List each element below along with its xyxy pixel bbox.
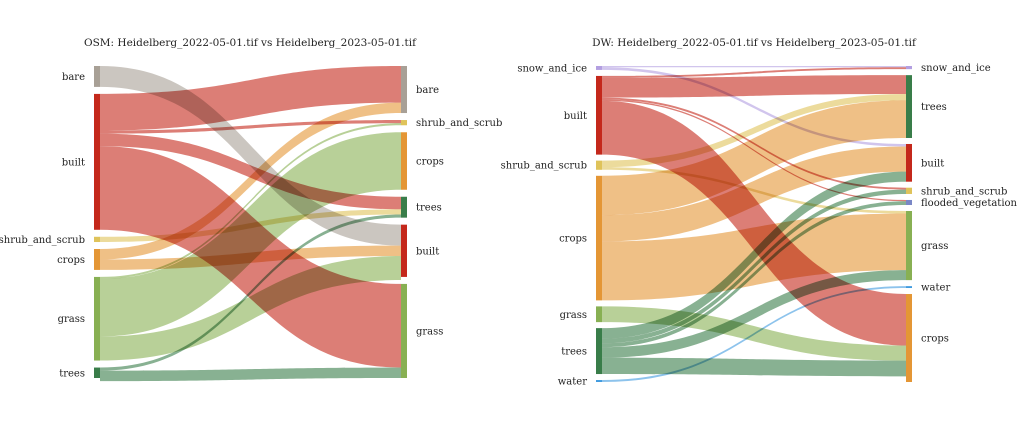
osm-flow-grass-to-crops [100,132,401,337]
osm-target-node-bare [401,66,407,114]
osm-source-node-built [94,93,100,230]
dw-target-label-trees: trees [921,102,947,113]
osm-flow-trees-to-trees [100,214,401,371]
dw-flow-snow-and-ice-to-snow-and-ice [602,66,906,68]
osm-source-label-shrub-and-scrub: shrub_and_scrub [0,235,85,246]
osm-flow-grass-to-built [100,256,401,361]
osm-chart-title: OSM: Heidelberg_2022-05-01.tif vs Heidel… [84,37,417,49]
osm-target-node-trees [401,196,407,218]
osm-source-label-trees: trees [59,368,85,379]
dw-target-node-trees [906,75,912,138]
dw-flow-built-to-trees [602,75,906,98]
dw-flows [602,66,906,382]
dw-flow-trees-to-flooded-vegetation [602,201,906,348]
osm-target-label-crops: crops [416,157,444,168]
dw-source-node-built [596,75,602,155]
dw-target-label-crops: crops [921,334,949,345]
dw-target-label-shrub-and-scrub: shrub_and_scrub [921,186,1007,197]
osm-source-node-bare [94,66,100,87]
osm-target-label-shrub-and-scrub: shrub_and_scrub [416,118,502,129]
dw-source-label-grass: grass [560,310,587,321]
dw-source-label-water: water [558,377,587,388]
osm-source-node-shrub-and-scrub [94,236,100,243]
dw-chart-title: DW: Heidelberg_2022-05-01.tif vs Heidelb… [592,37,917,49]
dw-target-label-built: built [921,158,944,169]
osm-source-label-grass: grass [58,314,85,325]
dw-nodes [596,66,912,382]
dw-target-label-snow-and-ice: snow_and_ice [921,63,991,74]
dw-target-node-built [906,143,912,182]
dw-flow-trees-to-crops [602,357,906,377]
dw-target-label-flooded-vegetation: flooded_vegetation [921,198,1018,209]
osm-source-label-bare: bare [62,72,85,83]
dw-source-node-grass [596,306,602,323]
osm-target-node-grass [401,283,407,378]
osm-target-label-built: built [416,246,439,257]
osm-target-label-bare: bare [416,85,439,96]
dw-source-label-snow-and-ice: snow_and_ice [517,63,587,74]
dw-flow-built-to-snow-and-ice [602,67,906,78]
osm-flows [100,66,401,382]
dw-source-label-built: built [564,111,587,122]
dw-flow-water-to-water [602,286,906,382]
dw-source-node-snow-and-ice [596,66,602,70]
dw-flow-trees-to-grass [602,270,906,358]
osm-flow-grass-to-shrub-and-scrub [100,123,401,280]
dw-flow-shrub-and-scrub-to-trees [602,93,906,168]
dw-source-node-water [596,380,602,382]
osm-source-label-built: built [62,157,85,168]
osm-sankey-panel: OSM: Heidelberg_2022-05-01.tif vs Heidel… [0,37,502,382]
osm-target-node-shrub-and-scrub [401,120,407,126]
dw-target-node-shrub-and-scrub [906,187,912,194]
osm-flow-bare-to-built [100,66,401,246]
dw-flow-crops-to-trees [602,100,906,216]
dw-source-node-trees [596,328,602,375]
osm-target-label-grass: grass [416,326,443,337]
dw-flow-trees-to-shrub-and-scrub [602,189,906,344]
dw-source-node-crops [596,175,602,301]
dw-target-node-water [906,286,912,289]
dw-source-label-trees: trees [561,347,587,358]
dw-target-node-crops [906,294,912,382]
dw-flow-crops-to-built [602,146,906,242]
osm-source-node-grass [94,276,100,361]
dw-sankey-panel: DW: Heidelberg_2022-05-01.tif vs Heidelb… [501,37,1018,388]
osm-flow-crops-to-bare [100,102,401,260]
dw-flow-trees-to-built [602,171,906,339]
osm-source-node-crops [94,249,100,270]
osm-nodes [94,66,407,378]
dw-target-label-water: water [921,283,950,294]
osm-target-node-built [401,224,407,277]
dw-target-node-flooded-vegetation [906,199,912,206]
osm-source-label-crops: crops [57,255,85,266]
dw-target-node-grass [906,211,912,281]
osm-target-label-trees: trees [416,203,442,214]
dw-source-label-shrub-and-scrub: shrub_and_scrub [501,161,587,172]
osm-target-node-crops [401,132,407,190]
osm-labels: barebuiltshrub_and_scrubcropsgrasstreesb… [0,72,502,379]
dw-flow-snow-and-ice-to-built [602,67,906,147]
dw-target-label-grass: grass [921,241,948,252]
dw-source-node-shrub-and-scrub [596,160,602,170]
dw-target-node-snow-and-ice [906,66,912,70]
osm-source-node-trees [94,367,100,378]
osm-flow-built-to-bare [100,66,401,131]
osm-flow-trees-to-grass [100,367,401,382]
dw-source-label-crops: crops [559,234,587,245]
